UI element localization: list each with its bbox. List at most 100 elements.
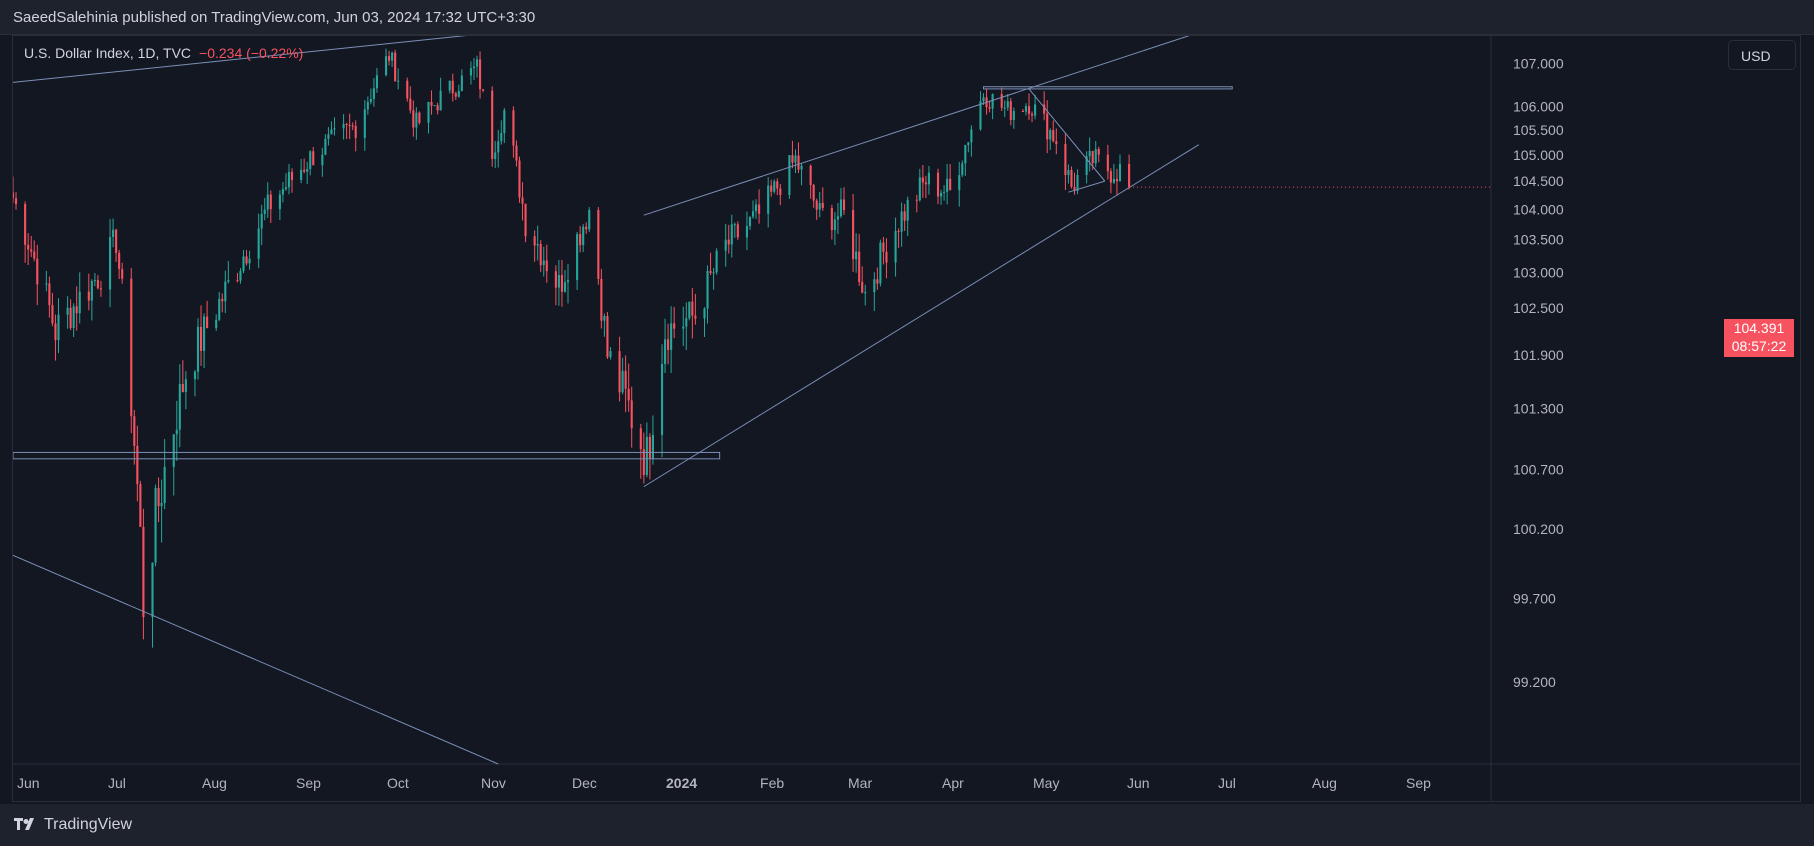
y-tick-label: 99.200 (1513, 674, 1556, 690)
candle-body (236, 280, 239, 282)
candle-body (897, 230, 900, 232)
x-tick-label: Sep (1406, 775, 1431, 791)
candle-body (397, 80, 400, 82)
candle-body (478, 59, 482, 90)
candle-body (112, 229, 115, 237)
candle-body (199, 326, 203, 351)
candle-body (688, 301, 691, 319)
wedge-lower-line (1068, 180, 1105, 193)
candle-body (709, 270, 712, 274)
tradingview-logo-icon (14, 818, 34, 830)
candlestick-chart[interactable]: 107.000 106.000 105.500 105.000 104.500 104.0… (13, 36, 1800, 801)
candle-body (842, 199, 846, 211)
candle-body (433, 105, 436, 107)
candle-body (218, 298, 221, 320)
candle-body (864, 292, 867, 294)
candle-body (770, 185, 773, 192)
candle-body (1055, 141, 1058, 144)
candle-body (1091, 150, 1094, 164)
candle-body (418, 112, 421, 123)
candle-body (1046, 113, 1049, 140)
candle-body (939, 192, 943, 197)
x-tick-label: Jul (1218, 775, 1236, 791)
candle-body (248, 258, 251, 264)
y-tick-label: 104.000 (1513, 201, 1564, 217)
last-price-tag: 104.391 08:57:22 (1724, 319, 1794, 357)
candle-body (800, 165, 803, 170)
candle-body (821, 202, 824, 209)
candle-body (967, 142, 970, 146)
candle-body (1118, 163, 1122, 182)
x-tick-label: Nov (481, 775, 506, 791)
candle-body (33, 251, 36, 259)
currency-button[interactable]: USD (1728, 40, 1796, 70)
candle-body (142, 526, 145, 618)
candle-body (788, 155, 791, 195)
candle-body (51, 305, 54, 324)
candle-body (691, 301, 694, 316)
candle-body (876, 279, 879, 284)
candle-body (163, 466, 166, 504)
candle-body (836, 216, 839, 220)
candle-body (333, 128, 336, 130)
candle-body (388, 56, 391, 61)
y-tick-label: 101.900 (1513, 347, 1564, 363)
candle-body (1097, 149, 1100, 155)
candle-body (833, 219, 836, 231)
candle-body (454, 93, 457, 97)
y-tick-label: 105.000 (1513, 147, 1564, 163)
candle-body (809, 165, 812, 185)
candle-body (815, 200, 818, 210)
candle-body (773, 181, 776, 192)
candle-body (351, 125, 354, 127)
candle-body (533, 236, 536, 246)
candle-body (96, 280, 99, 289)
candle-body (375, 75, 379, 89)
candle-body (618, 351, 621, 393)
candle-body (545, 260, 548, 272)
candle-body (630, 400, 633, 429)
candle-body (36, 258, 39, 285)
candle-body (1094, 149, 1097, 164)
candle-body (642, 449, 645, 476)
candle-body (309, 151, 312, 169)
candle-body (115, 229, 118, 253)
candle-body (748, 216, 752, 227)
y-tick-label: 102.500 (1513, 300, 1564, 316)
candle-body (500, 133, 503, 142)
candle-body (245, 256, 248, 264)
candle-body (521, 197, 524, 204)
candle-body (215, 319, 218, 329)
candle-body (57, 314, 60, 341)
candle-body (497, 141, 500, 153)
candle-body (133, 416, 136, 446)
candle-body (882, 242, 885, 252)
candle-body (1003, 107, 1006, 109)
publish-header: SaeedSalehinia published on TradingView.… (0, 0, 1814, 35)
candle-body (794, 155, 797, 163)
candle-body (363, 109, 366, 138)
candle-body (503, 110, 506, 134)
candle-body (515, 145, 518, 161)
candle-body (494, 152, 497, 159)
candle-body (121, 269, 124, 279)
candle-body (93, 280, 96, 282)
candle-body (855, 251, 858, 260)
chart-panel[interactable]: 107.000 106.000 105.500 105.000 104.500 104.0… (12, 35, 1801, 802)
candle-body (651, 434, 654, 459)
y-tick-label: 107.000 (1513, 56, 1564, 72)
candle-body (1052, 130, 1055, 142)
candle-body (982, 97, 985, 102)
candle-body (342, 123, 345, 129)
tradingview-logo[interactable]: TradingView (14, 816, 132, 834)
candle-body (412, 110, 415, 128)
x-tick-label: 2024 (666, 775, 697, 791)
candle-body (151, 562, 154, 618)
candle-body (745, 226, 749, 238)
candle-body (706, 270, 709, 309)
candle-body (178, 383, 181, 430)
candle-body (48, 283, 51, 306)
candle-body (727, 239, 730, 245)
candle-body (627, 388, 630, 401)
candle-body (667, 339, 670, 350)
